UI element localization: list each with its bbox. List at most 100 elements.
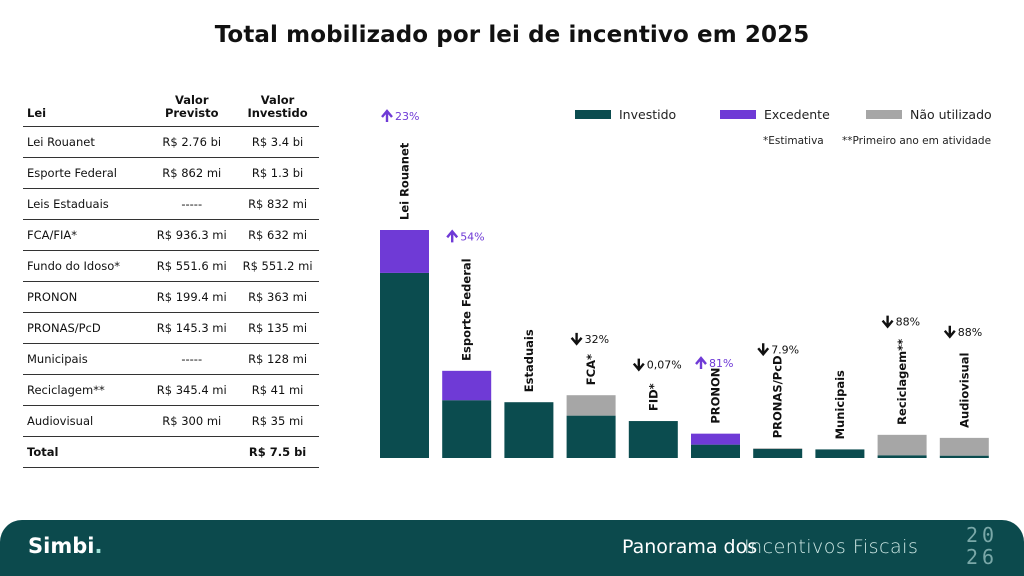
- change-label: 88%: [896, 316, 920, 329]
- change-label: 23%: [395, 110, 419, 123]
- chart-title: Total mobilizado por lei de incentivo em…: [214, 22, 810, 48]
- cell-lei: PRONAS/PcD: [27, 321, 101, 335]
- stacked-bar-chart: Lei Rouanet 23% Esporte Federal 54% Estaduai…: [380, 109, 989, 458]
- legend-label-excedente: Excedente: [764, 107, 830, 122]
- table-row: Reciclagem** R$ 345.4 mi R$ 41 mi: [23, 375, 319, 406]
- table-header: Lei Valor Previsto Valor Investido: [23, 92, 319, 127]
- cell-lei: Leis Estaduais: [27, 197, 109, 211]
- change-label: 32%: [585, 333, 609, 346]
- note-estimativa: *Estimativa: [763, 135, 824, 147]
- note-primeiro-ano: **Primeiro ano em atividade: [842, 135, 992, 147]
- legend-item-nao-utilizado: Não utilizado: [866, 107, 992, 122]
- cell-previsto: -----: [181, 197, 203, 211]
- footer-bar: Simbi. Panorama dos Incentivos Fiscais 2…: [0, 520, 1024, 576]
- table-row: PRONON R$ 199.4 mi R$ 363 mi: [23, 282, 319, 313]
- bar-investido: [939, 455, 989, 458]
- legend-label-investido: Investido: [619, 107, 677, 122]
- change-label: 7.9%: [771, 343, 799, 356]
- arrow-up-icon: [381, 109, 393, 122]
- legend-label-nao-utilizado: Não utilizado: [910, 107, 992, 122]
- arrow-down-icon: [632, 358, 645, 372]
- bar-nao-utilizado: [566, 395, 616, 416]
- arrow-down-icon: [881, 315, 894, 329]
- arrow-down-icon: [570, 332, 583, 346]
- year-bottom: 26: [966, 545, 999, 569]
- legend-swatch-excedente: [720, 110, 756, 119]
- arrow-up-icon: [446, 229, 459, 243]
- cell-lei: Lei Rouanet: [27, 135, 95, 149]
- cell-previsto: -----: [181, 352, 203, 366]
- legend-item-investido: Investido: [575, 107, 676, 122]
- table-row: Esporte Federal R$ 862 mi R$ 1.3 bi: [23, 158, 319, 189]
- table-row: Leis Estaduais ----- R$ 832 mi: [23, 189, 319, 220]
- change-label: 88%: [958, 326, 982, 339]
- bar-investido: [566, 415, 616, 458]
- cell-previsto: R$ 199.4 mi: [156, 290, 227, 304]
- category-label: Estaduais: [522, 329, 536, 392]
- category-label: Audiovisual: [957, 353, 971, 428]
- incentive-table: Lei Valor Previsto Valor Investido Lei R…: [23, 92, 319, 468]
- bar-excedente: [691, 433, 740, 445]
- table-row: Audiovisual R$ 300 mi R$ 35 mi: [23, 406, 319, 437]
- cell-lei: Municipais: [27, 352, 88, 366]
- bar-investido: [504, 402, 554, 458]
- arrow-down-icon: [943, 325, 956, 339]
- table-row: FCA/FIA* R$ 936.3 mi R$ 632 mi: [23, 220, 319, 251]
- cell-investido: R$ 1.3 bi: [251, 166, 304, 180]
- cell-previsto: R$ 2.76 bi: [162, 135, 222, 149]
- table-body: Lei Rouanet R$ 2.76 bi R$ 3.4 bi Esporte Fe…: [23, 127, 319, 437]
- bar-investido: [442, 400, 492, 458]
- change-label: 54%: [460, 230, 484, 243]
- cell-investido: R$ 128 mi: [248, 352, 308, 366]
- total-label: Total: [27, 445, 59, 459]
- table-total-row: Total R$ 7.5 bi: [23, 437, 319, 468]
- legend-swatch-nao-utilizado: [866, 110, 902, 119]
- cell-investido: R$ 363 mi: [248, 290, 308, 304]
- year-top: 20: [966, 523, 999, 547]
- bar-investido: [753, 448, 803, 458]
- bar-investido: [815, 449, 865, 458]
- total-investido: R$ 7.5 bi: [248, 445, 307, 459]
- cell-previsto: R$ 936.3 mi: [156, 228, 227, 242]
- cell-previsto: R$ 862 mi: [162, 166, 222, 180]
- category-label: PRONON: [709, 368, 723, 424]
- category-label: Reciclagem**: [895, 339, 909, 425]
- change-label: 0,07%: [647, 359, 682, 372]
- legend-swatch-investido: [575, 110, 611, 119]
- year-mark: 20 26: [966, 524, 998, 568]
- cell-investido: R$ 41 mi: [251, 383, 304, 397]
- table-row: Municipais ----- R$ 128 mi: [23, 344, 319, 375]
- bar-nao-utilizado: [939, 437, 989, 456]
- bar-investido: [628, 421, 678, 458]
- header-valor-previsto: Valor Previsto: [164, 93, 219, 120]
- bar-investido: [691, 444, 740, 458]
- cell-lei: Esporte Federal: [27, 166, 117, 180]
- brand-title-b: Incentivos Fiscais: [744, 536, 919, 558]
- cell-lei: Reciclagem**: [27, 383, 105, 397]
- category-label: PRONAS/PcD: [771, 355, 785, 438]
- bar-nao-utilizado: [753, 448, 803, 449]
- cell-investido: R$ 35 mi: [251, 414, 304, 428]
- cell-investido: R$ 3.4 bi: [251, 135, 304, 149]
- cell-previsto: R$ 551.6 mi: [156, 259, 227, 273]
- bar-investido: [380, 272, 429, 458]
- cell-lei: PRONON: [27, 290, 78, 304]
- cell-lei: Audiovisual: [27, 414, 94, 428]
- cell-previsto: R$ 300 mi: [162, 414, 222, 428]
- cell-lei: Fundo do Idoso*: [27, 259, 121, 273]
- bar-excedente: [442, 370, 492, 401]
- simbi-logo: Simbi.: [28, 534, 103, 558]
- cell-lei: FCA/FIA*: [27, 228, 78, 242]
- category-label: FID*: [646, 383, 660, 411]
- arrow-down-icon: [757, 343, 770, 357]
- logo-text: Simbi: [28, 534, 95, 558]
- header-valor-investido: Valor Investido: [247, 93, 308, 120]
- category-label: FCA*: [584, 354, 598, 385]
- cell-investido: R$ 632 mi: [248, 228, 308, 242]
- change-label: 81%: [709, 357, 733, 370]
- cell-previsto: R$ 145.3 mi: [156, 321, 227, 335]
- cell-investido: R$ 832 mi: [248, 197, 308, 211]
- bar-investido: [877, 455, 927, 458]
- bar-nao-utilizado: [877, 434, 927, 456]
- legend-item-excedente: Excedente: [720, 107, 830, 122]
